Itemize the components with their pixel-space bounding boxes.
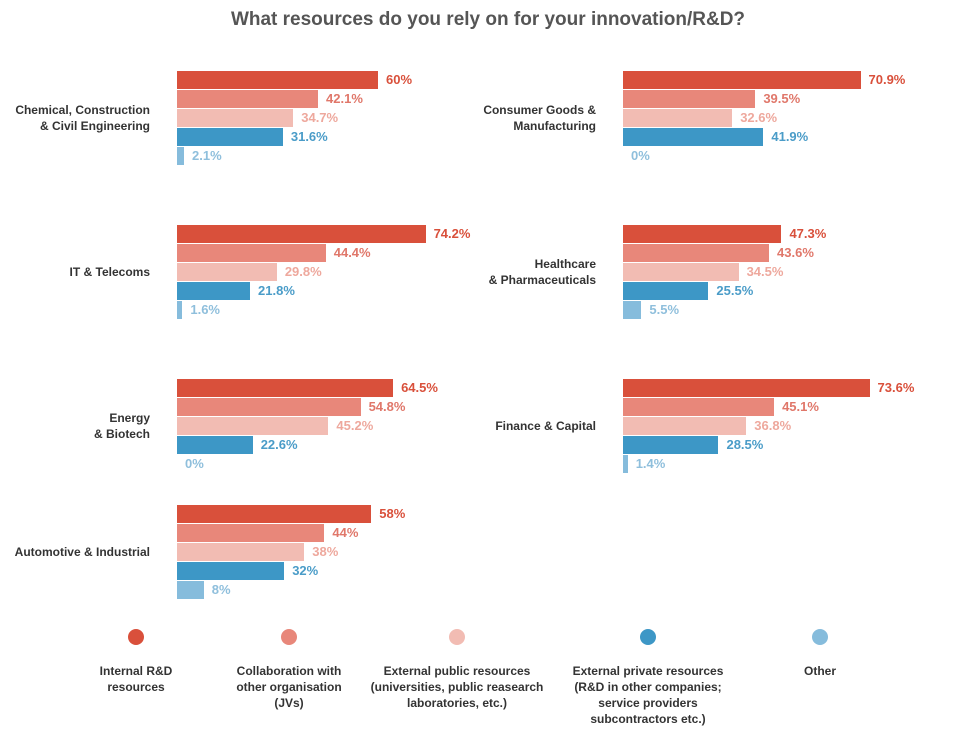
- category-label: IT & Telecoms: [69, 265, 150, 279]
- bar: [177, 505, 372, 523]
- bar: [623, 379, 870, 397]
- bar: [177, 90, 319, 108]
- value-label: 45.1%: [782, 399, 819, 414]
- value-label: 1.6%: [190, 302, 220, 317]
- bar: [177, 71, 378, 89]
- bar: [177, 128, 283, 146]
- value-label: 73.6%: [877, 380, 915, 395]
- value-label: 44%: [332, 525, 359, 540]
- bar: [623, 436, 719, 454]
- bar: [623, 90, 756, 108]
- value-label: 21.8%: [258, 283, 295, 298]
- bar: [623, 455, 628, 473]
- value-label: 29.8%: [284, 264, 322, 279]
- legend-label: Collaboration with other organisation (J…: [236, 664, 342, 710]
- category-label: Energy & Biotech: [93, 411, 150, 441]
- bar: [623, 128, 764, 146]
- bar: [623, 71, 861, 89]
- category-label: Healthcare & Pharmaceuticals: [488, 257, 596, 287]
- value-label: 58%: [379, 506, 406, 521]
- value-label: 32%: [292, 563, 319, 578]
- legend-marker: [640, 629, 656, 645]
- legend-label: External private resources (R&D in other…: [572, 664, 724, 726]
- bar: [177, 398, 361, 416]
- value-label: 5.5%: [649, 302, 680, 317]
- category-label: Consumer Goods & Manufacturing: [483, 103, 596, 133]
- bar: [177, 379, 394, 397]
- bar: [177, 436, 253, 454]
- bar: [623, 244, 770, 262]
- value-label: 32.6%: [740, 110, 778, 125]
- legend-label: Other: [803, 664, 836, 678]
- value-label: 0%: [185, 456, 204, 471]
- category-label: Automotive & Industrial: [14, 545, 150, 559]
- value-label: 8%: [211, 582, 231, 597]
- value-label: 39.5%: [763, 91, 801, 106]
- bar: [623, 301, 642, 319]
- chart-title: What resources do you rely on for your i…: [230, 9, 746, 30]
- bar: [623, 282, 709, 300]
- value-label: 34.7%: [301, 110, 339, 125]
- value-label: 64.5%: [401, 380, 438, 395]
- value-label: 34.5%: [746, 264, 784, 279]
- bar: [177, 225, 426, 243]
- legend-marker: [281, 629, 297, 645]
- value-label: 44.4%: [333, 245, 371, 260]
- bar: [177, 109, 294, 127]
- value-label: 43.6%: [777, 245, 814, 260]
- legend-marker: [128, 629, 144, 645]
- value-label: 74.2%: [433, 226, 471, 241]
- value-label: 70.9%: [868, 72, 906, 87]
- bar: [177, 282, 251, 300]
- value-label: 25.5%: [716, 283, 754, 298]
- bar: [177, 417, 329, 435]
- value-label: 2.1%: [192, 148, 222, 163]
- bar: [623, 263, 739, 281]
- legend-marker: [812, 629, 828, 645]
- value-label: 47.3%: [789, 226, 827, 241]
- value-label: 54.8%: [368, 399, 406, 414]
- bar: [177, 147, 185, 165]
- value-label: 22.6%: [260, 437, 298, 452]
- category-label: Chemical, Construction & Civil Engineeri…: [15, 103, 150, 133]
- value-label: 0%: [631, 148, 650, 163]
- value-label: 36.8%: [754, 418, 792, 433]
- value-label: 42.1%: [326, 91, 363, 106]
- value-label: 45.2%: [336, 418, 374, 433]
- value-label: 1.4%: [635, 456, 666, 471]
- bar: [623, 109, 733, 127]
- bar: [177, 581, 204, 599]
- bar: [623, 417, 747, 435]
- legend-label: External public resources (universities,…: [370, 664, 544, 710]
- bar: [177, 524, 325, 542]
- bar: [177, 562, 285, 580]
- bar: [177, 263, 277, 281]
- value-label: 28.5%: [726, 437, 764, 452]
- value-label: 41.9%: [771, 129, 809, 144]
- category-label: Finance & Capital: [495, 419, 596, 433]
- legend-marker: [449, 629, 465, 645]
- value-label: 60%: [386, 72, 413, 87]
- bar: [177, 543, 305, 561]
- bar: [177, 301, 183, 319]
- bar: [623, 225, 782, 243]
- value-label: 31.6%: [290, 129, 328, 144]
- legend-label: Internal R&D resources: [99, 664, 173, 694]
- bar: [623, 398, 775, 416]
- bar: [177, 244, 326, 262]
- value-label: 38%: [312, 544, 339, 559]
